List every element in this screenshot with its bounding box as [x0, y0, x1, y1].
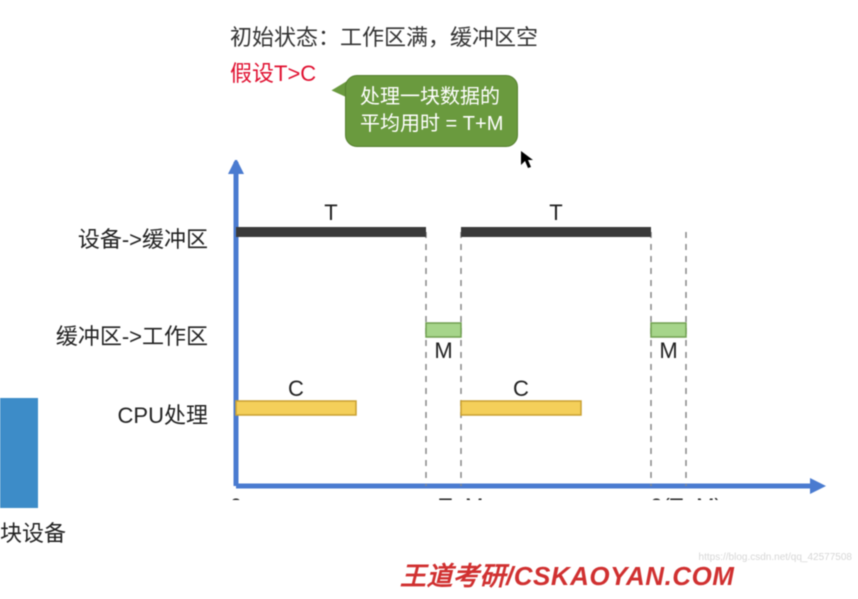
- watermark: 王道考研/CSKAOYAN.COM: [400, 556, 734, 593]
- timing-chart: T T M M C C 0 T+M 2(T+M): [218, 160, 828, 500]
- svg-text:M: M: [434, 338, 452, 363]
- svg-text:M: M: [659, 338, 677, 363]
- bubble-line1: 处理一块数据的: [360, 84, 503, 111]
- row-label-1: 缓冲区->工作区: [18, 319, 208, 351]
- header-line1: 初始状态：工作区满，缓冲区空: [230, 20, 538, 52]
- corner-url: https://blog.csdn.net/qq_42577508: [699, 552, 852, 563]
- svg-text:0: 0: [230, 494, 242, 500]
- svg-text:T: T: [549, 200, 562, 225]
- row-label-0: 设备->缓冲区: [18, 222, 208, 254]
- svg-text:2(T+M): 2(T+M): [650, 494, 722, 500]
- bubble-line2: 平均用时 = T+M: [360, 111, 503, 138]
- row-label-2: CPU处理: [18, 398, 208, 430]
- svg-text:C: C: [513, 376, 529, 401]
- svg-text:T: T: [324, 200, 337, 225]
- speech-bubble: 处理一块数据的 平均用时 = T+M: [345, 75, 518, 147]
- device-block-label: 块设备: [0, 516, 66, 548]
- svg-text:C: C: [288, 376, 304, 401]
- chart-svg: T T M M C C 0 T+M 2(T+M): [218, 160, 828, 500]
- svg-text:T+M: T+M: [439, 494, 484, 500]
